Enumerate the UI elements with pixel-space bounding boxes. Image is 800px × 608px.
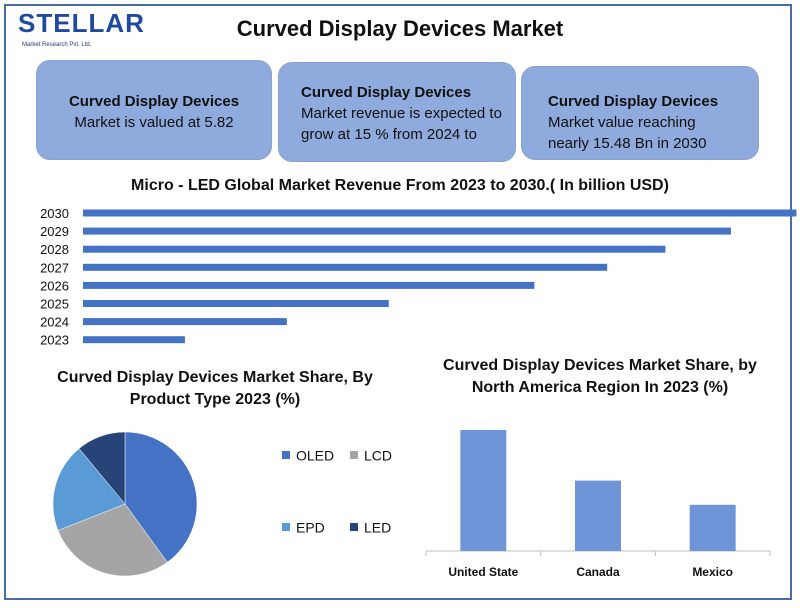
stat-card-growth: Curved Display Devices Market revenue is… (278, 62, 516, 162)
region-bar-canada (575, 480, 621, 551)
legend-label: OLED (296, 447, 335, 464)
revenue-tick-label: 2024 (40, 315, 69, 330)
revenue-bar-2029 (83, 227, 731, 235)
brand-tagline: Market Research Pvt. Ltd. (22, 42, 92, 48)
stat-card-title: Curved Display Devices (301, 84, 472, 101)
revenue-tick-label: 2028 (40, 242, 69, 257)
legend-label: LCD (364, 447, 393, 464)
revenue-tick-label: 2026 (40, 278, 69, 293)
region-share-chart-title: Curved Display Devices Market Share, by … (443, 357, 757, 396)
pie-slice-oled (124, 431, 198, 563)
stat-card-text: Market is valued at 5.82 (74, 114, 234, 131)
revenue-bar-2024 (83, 318, 287, 326)
revenue-bar-2028 (83, 245, 666, 253)
brand-name: STELLAR (18, 8, 145, 38)
legend-label: LED (364, 519, 392, 536)
revenue-bar-2030 (83, 209, 797, 217)
legend-swatch (282, 523, 290, 532)
revenue-tick-label: 2023 (40, 333, 69, 348)
revenue-tick-label: 2029 (40, 224, 69, 239)
legend-item-led: LED (350, 518, 391, 535)
region-bar-united-state (460, 430, 507, 551)
revenue-bar-2025 (83, 300, 389, 307)
region-tick-label: United State (448, 565, 518, 579)
pie-slice-epd (52, 448, 126, 531)
page-title: Curved Display Devices Market (236, 16, 564, 41)
legend-item-lcd: LCD (350, 446, 392, 463)
revenue-bar-2027 (83, 263, 608, 271)
region-bar-mexico (689, 504, 736, 551)
stat-card-title: Curved Display Devices (548, 93, 719, 110)
legend-swatch (282, 451, 290, 460)
brand-logo: STELLAR Market Research Pvt. Ltd. (18, 8, 144, 56)
region-tick-label: Mexico (692, 565, 733, 579)
legend-swatch (350, 523, 358, 532)
revenue-tick-label: 2027 (40, 260, 69, 275)
product-share-chart-title: Curved Display Devices Market Share, By … (57, 369, 373, 408)
revenue-chart-title: Micro - LED Global Market Revenue From 2… (131, 177, 669, 194)
stat-card-text: Market revenue is expected to grow at 15… (301, 105, 502, 143)
stat-card-forecast: Curved Display Devices Market value reac… (521, 66, 759, 160)
legend-label: EPD (296, 519, 325, 536)
stat-card-text: Market value reaching nearly 15.48 Bn in… (548, 114, 707, 152)
pie-slice-lcd (57, 503, 168, 577)
pie-slice-led (78, 431, 126, 505)
revenue-tick-label: 2025 (40, 297, 69, 312)
region-tick-label: Canada (576, 565, 620, 579)
revenue-bar-2023 (83, 336, 185, 344)
revenue-tick-label: 2030 (40, 206, 69, 221)
legend-item-oled: OLED (282, 446, 334, 463)
revenue-bar-2026 (83, 281, 535, 289)
legend-item-epd: EPD (282, 518, 325, 535)
stat-card-valuation: Curved Display Devices Market is valued … (36, 60, 272, 160)
legend-swatch (350, 451, 358, 460)
stat-card-title: Curved Display Devices (68, 93, 240, 110)
